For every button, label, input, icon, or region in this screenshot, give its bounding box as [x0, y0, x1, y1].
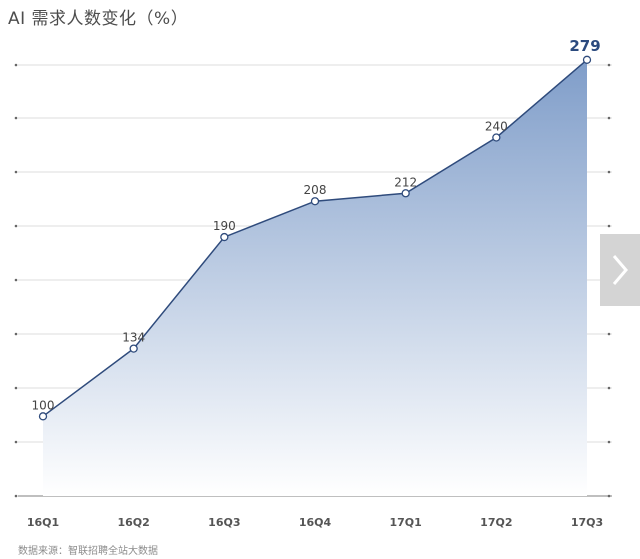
x-tick-label: 16Q3 — [208, 516, 240, 529]
data-label: 134 — [122, 331, 145, 345]
chevron-right-icon — [612, 255, 628, 285]
grid-tick-dot — [607, 224, 611, 228]
x-tick-label: 16Q4 — [299, 516, 332, 529]
source-note: 数据来源：智联招聘全站大数据 — [18, 546, 158, 557]
grid-tick-dot — [14, 332, 18, 336]
data-label: 279 — [569, 37, 600, 55]
grid-tick-dot — [607, 63, 611, 67]
grid-tick-dot — [607, 440, 611, 444]
x-tick-label: 16Q2 — [118, 516, 150, 529]
data-point — [220, 232, 229, 242]
next-button[interactable] — [600, 234, 640, 306]
grid-tick-dot — [14, 386, 18, 390]
grid-tick-dot — [14, 63, 18, 67]
grid-tick-dot — [607, 386, 611, 390]
x-tick-label: 17Q3 — [571, 516, 603, 529]
data-label: 212 — [394, 175, 417, 189]
data-label: 190 — [213, 219, 236, 233]
grid-tick-dot — [14, 494, 18, 498]
x-tick-label: 17Q1 — [390, 516, 422, 529]
grid-tick-dot — [14, 170, 18, 174]
x-tick-label: 17Q2 — [480, 516, 512, 529]
x-axis-ticks: 16Q1 16Q2 16Q3 16Q4 17Q1 17Q2 17Q3 — [27, 516, 603, 529]
data-point — [582, 55, 592, 64]
data-point — [401, 189, 410, 198]
grid-tick-dot — [14, 224, 18, 228]
grid-tick-dot — [607, 170, 611, 174]
data-label: 208 — [304, 183, 327, 197]
grid-tick-dot — [14, 278, 18, 282]
grid-tick-dot — [607, 332, 611, 336]
data-point — [129, 344, 138, 353]
data-label: 100 — [32, 398, 55, 412]
data-labels: 100 134 190 208 212 240 279 — [32, 37, 601, 413]
data-point — [38, 412, 48, 421]
grid-tick-dot — [607, 494, 611, 498]
data-point — [492, 133, 501, 142]
data-point — [310, 197, 320, 206]
chart-title: AI 需求人数变化（%） — [8, 9, 189, 29]
grid-tick-dot — [607, 116, 611, 120]
data-points — [38, 55, 592, 421]
x-tick-label: 16Q1 — [27, 516, 59, 529]
grid-tick-dot — [14, 440, 18, 444]
data-label: 240 — [485, 120, 508, 134]
area-fill — [43, 59, 587, 496]
grid-tick-dot — [14, 116, 18, 120]
